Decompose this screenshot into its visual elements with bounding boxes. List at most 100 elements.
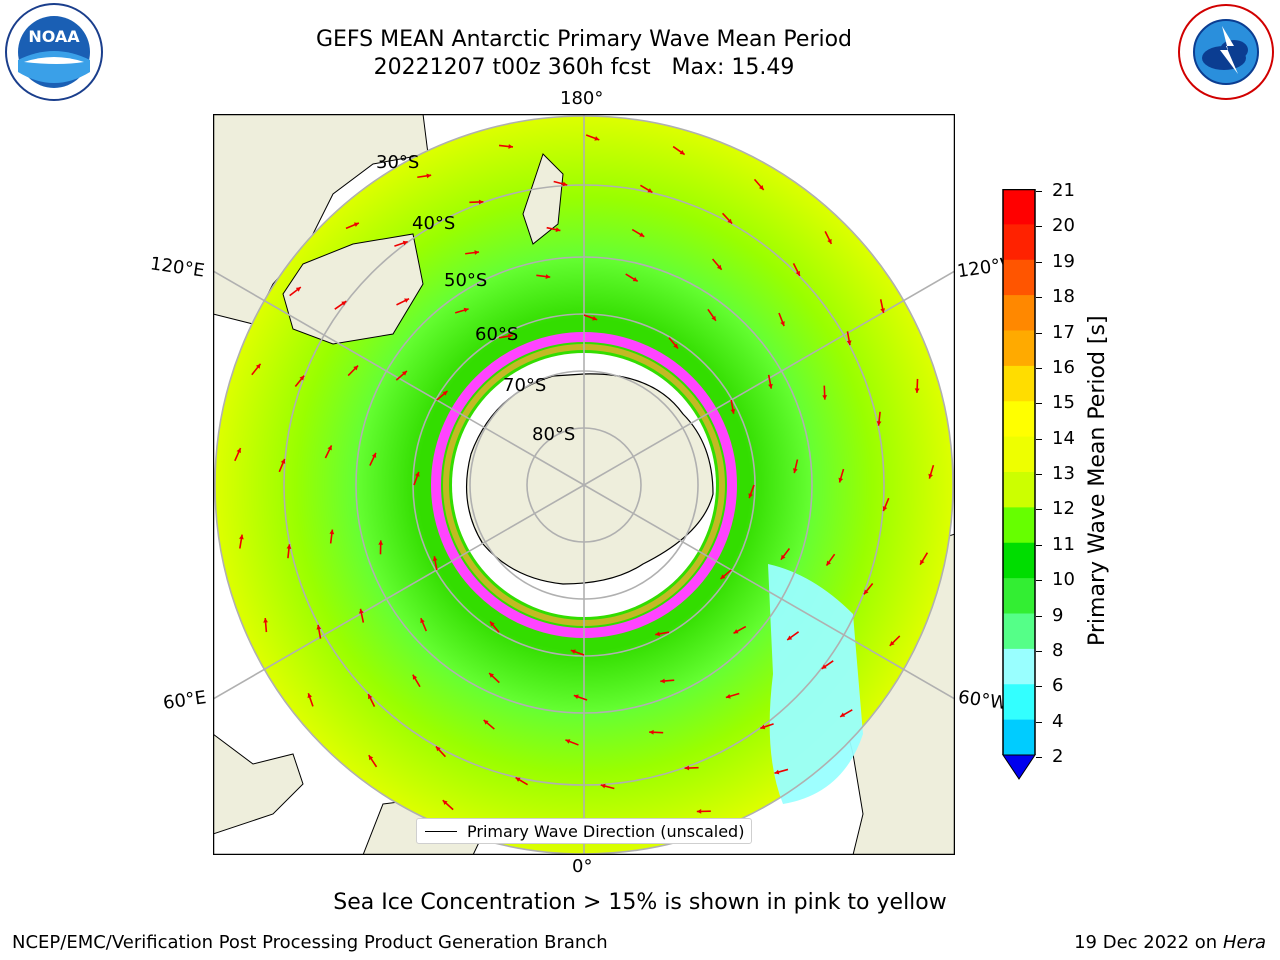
- map-canvas: [212, 113, 956, 856]
- map-subtitle: 20221207 t00z 360h fcst Max: 15.49: [373, 55, 795, 80]
- colorbar-segment: [1003, 578, 1035, 614]
- colorbar-extend-arrow: [1002, 754, 1036, 780]
- map-frame: [212, 113, 956, 856]
- colorbar-segment: [1003, 719, 1035, 756]
- wave-arrow-head: [353, 222, 359, 227]
- colorbar-tick-label: 21: [1052, 180, 1075, 201]
- colorbar-ticks: 21 20 19 18 17 16 15 14 13 12 11 10 9 8 6 4 2: [1036, 180, 1084, 780]
- wave-direction-arrows: [234, 134, 935, 834]
- lat-label-70s: 70°S: [503, 375, 547, 396]
- wave-arrow-head: [649, 729, 654, 735]
- colorbar-tick-label: 17: [1052, 321, 1075, 343]
- wave-arrow-head: [748, 493, 753, 499]
- wave-arrow-head: [368, 755, 374, 761]
- wave-arrow-head: [863, 589, 869, 595]
- colorbar-segment: [1003, 472, 1035, 508]
- lat-label-60s: 60°S: [475, 324, 519, 345]
- wave-arrow-head: [426, 173, 432, 179]
- wave-arrow-head: [822, 395, 828, 400]
- colorbar-segment: [1003, 259, 1035, 296]
- colorbar-segment: [1003, 330, 1035, 367]
- lon-label-120e: 120°E: [148, 253, 206, 282]
- colorbar-segment: [1003, 613, 1035, 650]
- wave-arrow-head: [565, 739, 571, 744]
- wave-arrow-head: [307, 693, 313, 699]
- date-stamp: 19 Dec 2022 on Hera: [1074, 932, 1266, 953]
- lon-label-180: 180°: [560, 88, 604, 109]
- svg-text:NOAA: NOAA: [28, 27, 80, 46]
- land-australia: [282, 233, 424, 345]
- nws-logo: [1176, 2, 1276, 102]
- wave-arrow-head: [720, 574, 726, 579]
- wave-arrow-head: [562, 181, 568, 187]
- colorbar-segment: [1003, 542, 1035, 579]
- colorbar-tick-label: 15: [1052, 392, 1075, 414]
- colorbar-tick-label: 18: [1052, 286, 1075, 308]
- colorbar-tick-label: 10: [1052, 569, 1075, 591]
- wave-arrow-head: [286, 544, 292, 549]
- wave-arrow-head: [442, 800, 448, 805]
- wave-arrow-head: [515, 777, 521, 782]
- lat-label-40s: 40°S: [412, 213, 456, 234]
- colorbar-segment: [1003, 365, 1035, 402]
- colorbar-segment: [1003, 684, 1035, 721]
- wave-arrow-head: [660, 678, 665, 684]
- colorbar: [1002, 188, 1036, 781]
- graticule: [213, 114, 955, 855]
- wave-arrow-head: [420, 618, 425, 624]
- wave-arrow-head: [412, 674, 418, 680]
- wave-arrow-head: [236, 448, 241, 454]
- wave-arrow-head: [846, 340, 852, 346]
- wave-arrow-head: [787, 635, 793, 640]
- colorbar-tick-label: 13: [1052, 463, 1075, 484]
- colorbar-segment: [1003, 507, 1035, 544]
- wave-arrow-head: [716, 264, 722, 270]
- wave-arrow-head: [696, 809, 702, 814]
- colorbar-segment: [1003, 401, 1035, 438]
- wave-arrow-head: [432, 556, 438, 561]
- wave-arrow-head: [573, 694, 579, 700]
- wave-arrow-head: [341, 301, 347, 306]
- wave-arrow-head: [327, 445, 332, 451]
- land-new-zealand: [522, 153, 564, 245]
- land-australia-bottom: [213, 733, 304, 835]
- wave-arrow-head: [489, 673, 494, 678]
- wave-arrow-head: [508, 144, 513, 149]
- wave-arrow-head: [329, 529, 335, 535]
- host-name: Hera: [1222, 932, 1266, 953]
- wave-arrow-head: [838, 477, 844, 483]
- land-africa-top: [213, 114, 429, 325]
- wave-arrow-head: [684, 765, 690, 771]
- wave-arrow-head: [508, 333, 513, 339]
- wave-arrow-head: [415, 471, 420, 477]
- credit-text: NCEP/EMC/Verification Post Processing Pr…: [12, 932, 608, 953]
- wave-arrow-head: [889, 640, 895, 646]
- colorbar-label: Primary Wave Mean Period [s]: [1085, 315, 1110, 646]
- colorbar-tick-label: 4: [1052, 710, 1064, 732]
- wave-arrow-head: [725, 693, 731, 699]
- wave-arrow-head: [435, 746, 441, 752]
- wave-arrow-head: [295, 287, 301, 292]
- wave-arrow-head: [280, 458, 286, 464]
- wave-arrow-head: [768, 383, 773, 389]
- wave-arrow-head: [483, 720, 489, 725]
- wave-arrow-head: [655, 631, 660, 637]
- colorbar-tick-label: 19: [1052, 250, 1075, 272]
- wave-arrow-head: [353, 365, 359, 371]
- colorbar-segment: [1003, 436, 1035, 473]
- wave-arrow-head: [928, 473, 933, 479]
- wave-arrow-head: [774, 769, 780, 775]
- noaa-logo: NOAA: [4, 2, 104, 102]
- colorbar-segment: [1003, 648, 1035, 685]
- wave-arrow-head: [920, 559, 925, 565]
- colorbar-tick-label: 12: [1052, 498, 1075, 520]
- colorbar-segment: [1003, 224, 1035, 261]
- colorbar-tick-label: 20: [1052, 215, 1075, 237]
- wave-arrow-head: [639, 232, 645, 237]
- legend-label: Primary Wave Direction (unscaled): [467, 822, 745, 841]
- wave-arrow-head: [880, 308, 886, 313]
- wave-arrow-head: [758, 185, 764, 190]
- lat-label-50s: 50°S: [444, 270, 488, 291]
- colorbar-tick-label: 11: [1052, 533, 1075, 555]
- wave-arrow-head: [632, 277, 638, 282]
